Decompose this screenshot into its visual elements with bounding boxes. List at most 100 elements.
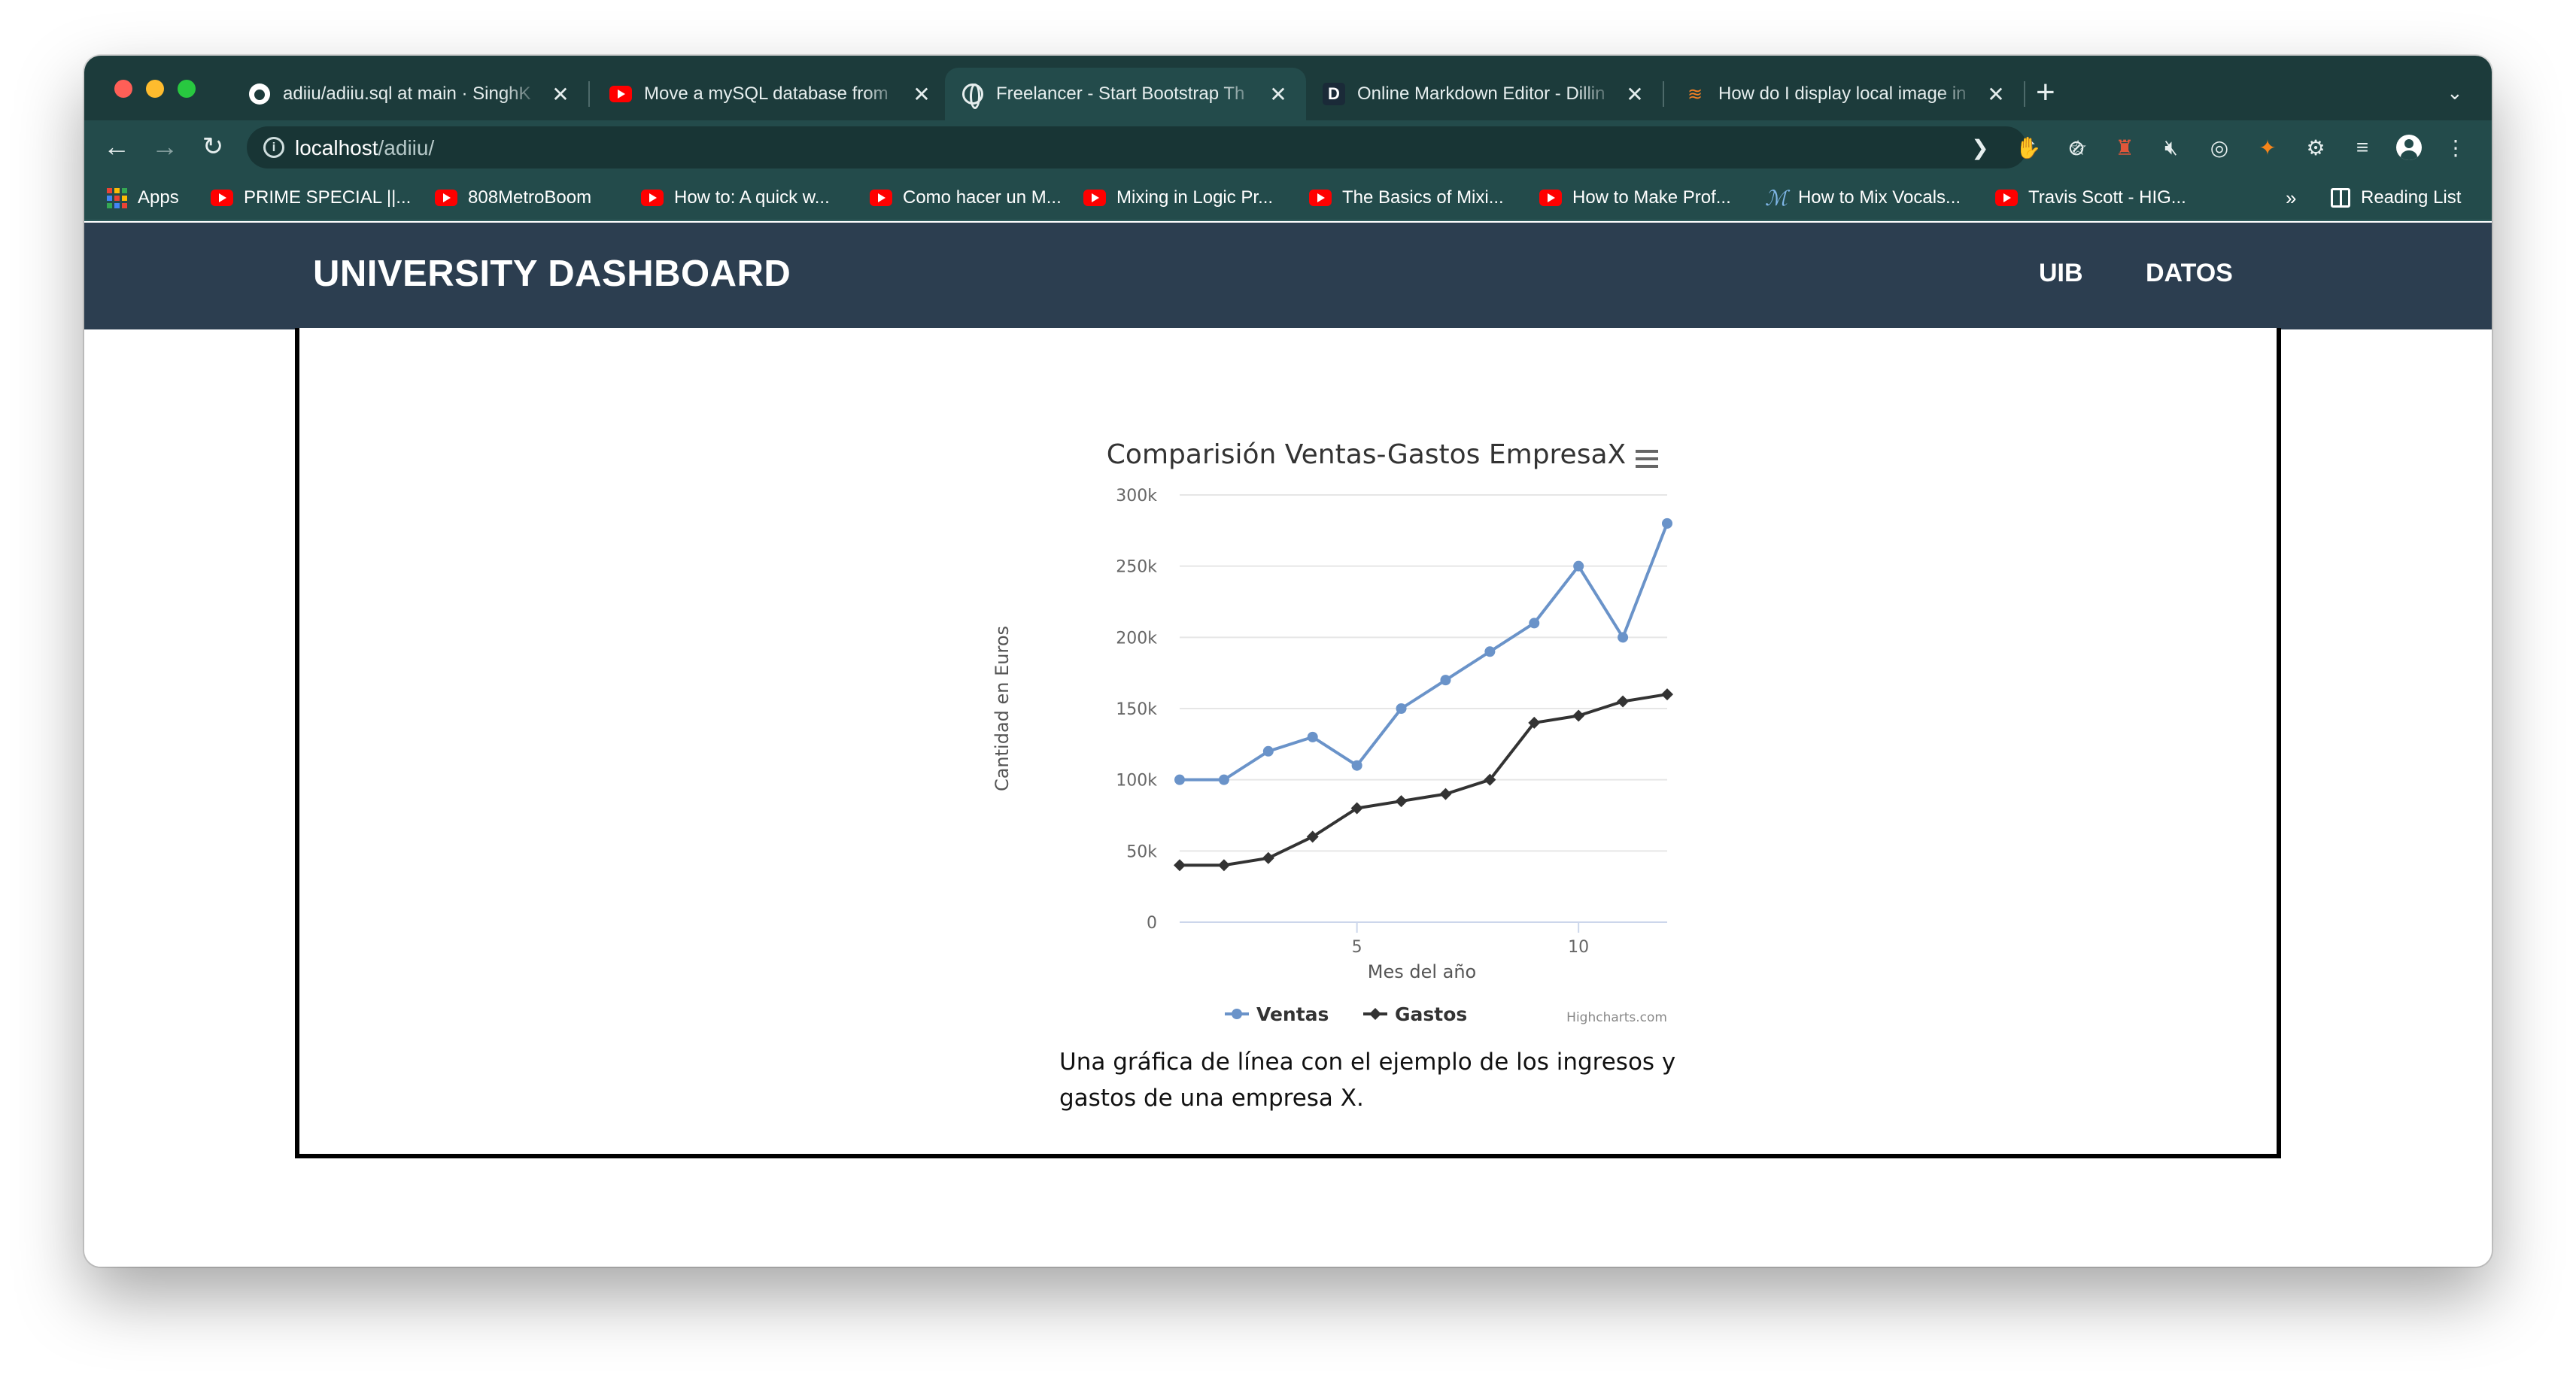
- tab-search-button[interactable]: ⌄: [2447, 81, 2463, 104]
- close-tab-icon[interactable]: ✕: [1269, 82, 1287, 106]
- close-tab-icon[interactable]: ✕: [1987, 82, 2005, 106]
- tab-stackoverflow[interactable]: ≋ How do I display local image in ✕: [1667, 68, 2024, 120]
- reading-list-label: Reading List: [2361, 187, 2462, 208]
- data-point-ventas[interactable]: [1440, 675, 1451, 686]
- site-info-icon[interactable]: i: [263, 137, 284, 158]
- new-tab-button[interactable]: +: [2036, 74, 2055, 111]
- share-icon[interactable]: ⇪: [2022, 135, 2038, 159]
- data-point-ventas[interactable]: [1662, 518, 1672, 529]
- rocket-extension-icon[interactable]: ♜: [2115, 135, 2134, 159]
- youtube-icon: [211, 190, 233, 206]
- bookmark-item[interactable]: ℳ How to Mix Vocals...: [1765, 184, 1961, 212]
- bookmark-apps[interactable]: Apps: [107, 184, 179, 212]
- address-bar[interactable]: i localhost/adiiu/ ⇪ ☆: [247, 126, 2088, 168]
- data-point-gastos[interactable]: [1262, 851, 1274, 864]
- data-point-ventas[interactable]: [1484, 646, 1496, 657]
- data-point-ventas[interactable]: [1618, 632, 1629, 643]
- data-point-ventas[interactable]: [1174, 774, 1185, 785]
- data-point-ventas[interactable]: [1529, 618, 1540, 629]
- data-point-gastos[interactable]: [1174, 859, 1186, 872]
- minimize-window-button[interactable]: [146, 80, 164, 98]
- stackoverflow-icon: ≋: [1687, 83, 1703, 105]
- data-point-gastos[interactable]: [1572, 709, 1585, 722]
- bookmarks-bar: Apps PRIME SPECIAL ||... 808MetroBoom Ho…: [84, 175, 2492, 221]
- bookmark-item[interactable]: How to Make Prof...: [1539, 184, 1731, 212]
- y-tick-label: 250k: [1116, 558, 1157, 577]
- data-point-ventas[interactable]: [1573, 560, 1584, 572]
- bookmark-item[interactable]: Como hacer un M...: [870, 184, 1062, 212]
- tab-github[interactable]: adiiu/adiiu.sql at main · SinghK ✕: [232, 68, 588, 120]
- close-tab-icon[interactable]: ✕: [1626, 82, 1644, 106]
- zoom-window-button[interactable]: [178, 80, 196, 98]
- extensions-puzzle-icon[interactable]: ⚙: [2306, 135, 2325, 159]
- bookmark-star-icon[interactable]: ☆: [2068, 135, 2088, 159]
- reload-button[interactable]: ↻: [194, 128, 232, 165]
- data-point-gastos[interactable]: [1528, 716, 1541, 729]
- profile-avatar-icon[interactable]: [2392, 131, 2426, 164]
- media-queue-icon[interactable]: ≡: [2356, 135, 2369, 159]
- close-tab-icon[interactable]: ✕: [551, 82, 570, 106]
- data-point-gastos[interactable]: [1350, 802, 1363, 815]
- data-point-ventas[interactable]: [1396, 703, 1407, 714]
- extension-arrow-icon[interactable]: ❯: [1971, 135, 1989, 159]
- bookmark-label: The Basics of Mixi...: [1342, 187, 1504, 208]
- close-tab-icon[interactable]: ✕: [913, 82, 931, 106]
- data-point-gastos[interactable]: [1484, 773, 1496, 786]
- tab-youtube[interactable]: Move a mySQL database from ✕: [593, 68, 949, 120]
- highcharts-credits[interactable]: Highcharts.com: [1566, 1010, 1667, 1025]
- tab-separator: [1663, 81, 1664, 107]
- bookmark-item[interactable]: Mixing in Logic Pr...: [1083, 184, 1273, 212]
- legend-item-ventas[interactable]: Ventas: [1256, 1003, 1329, 1025]
- data-point-ventas[interactable]: [1262, 745, 1274, 757]
- series-line-gastos: [1180, 693, 1668, 867]
- bookmark-item[interactable]: 808MetroBoom: [435, 184, 591, 212]
- data-point-ventas[interactable]: [1218, 774, 1229, 785]
- chart-context-menu-icon[interactable]: [1636, 450, 1658, 468]
- bookmark-item[interactable]: PRIME SPECIAL ||...: [211, 184, 411, 212]
- browser-menu-icon[interactable]: ⋮: [2445, 135, 2466, 159]
- owl-extension-icon[interactable]: ◎: [2210, 135, 2229, 159]
- data-point-gastos[interactable]: [1306, 830, 1319, 843]
- url-host: localhost: [295, 136, 378, 159]
- data-point-gastos[interactable]: [1617, 695, 1630, 708]
- forward-button[interactable]: →: [146, 128, 184, 165]
- x-tick-label: 10: [1568, 938, 1589, 957]
- nav-link-datos[interactable]: DATOS: [2146, 259, 2233, 287]
- page-viewport: UNIVERSITY DASHBOARD UIB DATOS Comparisi…: [84, 223, 2492, 1267]
- data-point-gastos[interactable]: [1439, 788, 1452, 800]
- bookmark-item[interactable]: Travis Scott - HIG...: [1995, 184, 2186, 212]
- youtube-icon: [1995, 190, 2018, 206]
- reading-list-button[interactable]: Reading List: [2331, 184, 2461, 212]
- y-tick-label: 300k: [1116, 487, 1157, 505]
- site-brand-link[interactable]: UNIVERSITY DASHBOARD: [313, 253, 791, 294]
- tab-freelancer[interactable]: Freelancer - Start Bootstrap Th ✕: [945, 68, 1306, 120]
- data-point-gastos[interactable]: [1217, 859, 1230, 872]
- youtube-icon: [641, 190, 664, 206]
- back-button[interactable]: ←: [98, 128, 135, 165]
- browser-window: adiiu/adiiu.sql at main · SinghK ✕ Move …: [84, 56, 2492, 1267]
- metamask-fox-icon[interactable]: ✦: [2259, 135, 2277, 159]
- block-icon[interactable]: ⊘: [2067, 135, 2085, 159]
- legend-marker-circle: [1232, 1009, 1242, 1019]
- url-text[interactable]: localhost/adiiu/: [295, 136, 434, 160]
- tab-title: Freelancer - Start Bootstrap Th: [996, 83, 1245, 104]
- nav-link-uib[interactable]: UIB: [2039, 259, 2083, 287]
- tab-dillinger[interactable]: D Online Markdown Editor - Dillin ✕: [1306, 68, 1663, 120]
- data-point-gastos[interactable]: [1395, 795, 1408, 808]
- data-point-ventas[interactable]: [1351, 760, 1362, 771]
- data-point-ventas[interactable]: [1307, 731, 1318, 742]
- data-point-gastos[interactable]: [1661, 688, 1673, 701]
- close-window-button[interactable]: [114, 80, 132, 98]
- github-icon: [248, 83, 271, 105]
- series-line-ventas: [1180, 523, 1669, 782]
- bookmarks-overflow-button[interactable]: »: [2286, 186, 2297, 209]
- m-script-icon: ℳ: [1765, 185, 1788, 211]
- adblock-hand-icon[interactable]: ✋: [2015, 135, 2042, 159]
- mute-icon[interactable]: 🔇︎: [2164, 135, 2178, 159]
- bookmark-label: PRIME SPECIAL ||...: [244, 187, 412, 208]
- chart-title: Comparisión Ventas-Gastos EmpresaX: [1107, 439, 1626, 470]
- bookmark-item[interactable]: The Basics of Mixi...: [1309, 184, 1504, 212]
- bookmark-item[interactable]: How to: A quick w...: [641, 184, 830, 212]
- bookmark-label: Mixing in Logic Pr...: [1116, 187, 1274, 208]
- legend-item-gastos[interactable]: Gastos: [1395, 1003, 1467, 1025]
